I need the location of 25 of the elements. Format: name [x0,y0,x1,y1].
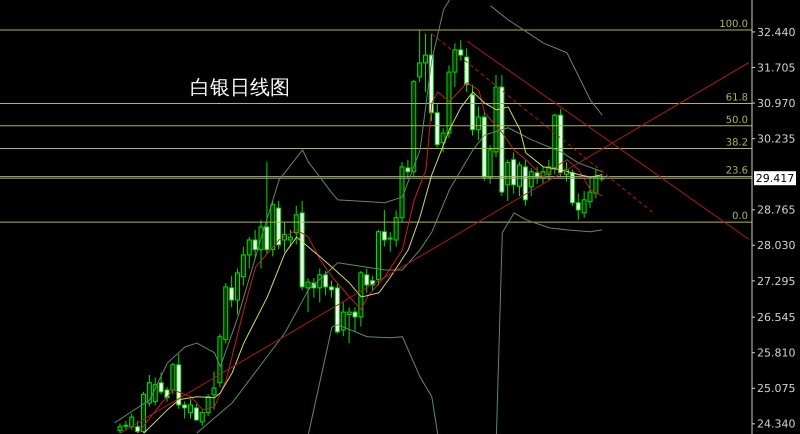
y-tick-label: 30.235 [757,132,796,146]
line-series [114,0,450,424]
text: 白银日线图 [190,74,290,101]
annotation: 50.0 [726,114,748,126]
y-tick-label: 27.295 [757,274,796,288]
y-tick-label: 28.765 [757,204,796,217]
y-tick-label: 31.705 [757,61,796,74]
ref-line-label: 29.417 [756,172,794,186]
y-tick-label: 32.440 [757,26,796,39]
y-tick-label: 28.030 [757,239,796,252]
y-tick-label: 25.075 [757,382,796,396]
y-tick-label: 26.545 [757,311,796,324]
line-series [490,5,603,116]
y-tick-label: 25.810 [757,346,796,360]
y-tick-label: 30.970 [757,96,796,110]
annotation: 0.0 [732,211,748,222]
annotation: 23.6 [726,166,748,177]
candlestick [212,371,216,410]
annotation: 38.2 [726,138,748,149]
line-series [196,127,603,434]
annotation: 61.8 [726,92,748,104]
annotation: 100.0 [719,19,748,30]
line-series [496,212,603,434]
line-series [308,324,438,434]
y-tick-label: 24.340 [757,418,796,431]
